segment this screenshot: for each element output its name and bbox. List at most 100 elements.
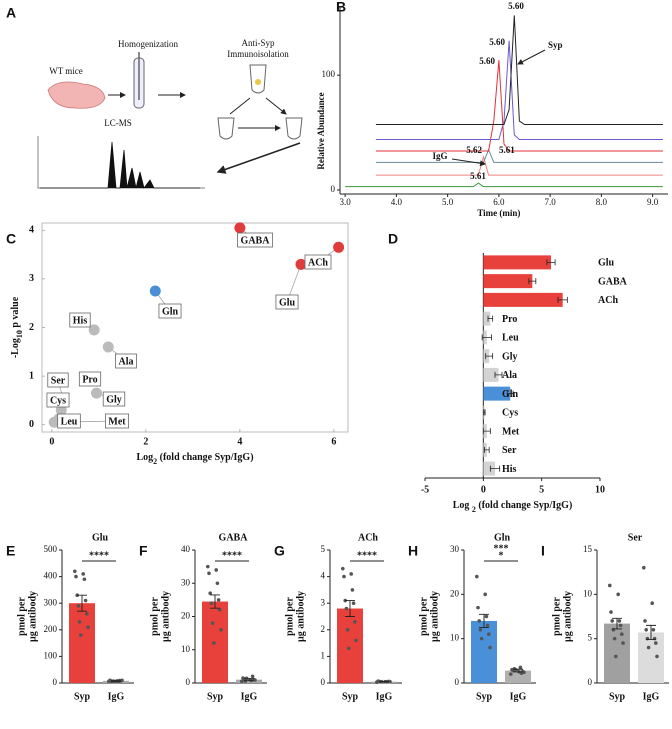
bar [69, 603, 95, 683]
label-part: -Log [10, 338, 21, 358]
data-point [216, 598, 221, 602]
data-point [646, 645, 651, 650]
trace [375, 15, 663, 125]
error-bar [506, 390, 514, 397]
x-tick-label: -5 [421, 484, 429, 495]
data-point [79, 633, 83, 637]
panel-label: I [541, 543, 545, 559]
error-bar [210, 594, 220, 609]
y-axis-label: Relative Abundance [316, 92, 326, 169]
x-tick-label: 10 [595, 484, 605, 495]
label-part: p value [10, 296, 21, 330]
point [48, 416, 60, 428]
data-point [85, 612, 89, 616]
x-tick-label: 6.0 [493, 197, 505, 207]
step-label: Homogenization [118, 39, 178, 49]
category-label: His [502, 464, 517, 475]
y-tick-label: 200 [44, 624, 58, 634]
data-point [614, 654, 618, 659]
data-point [650, 601, 654, 605]
annotation: 5.61 [470, 171, 486, 181]
y-axis-label: pmol per [551, 597, 562, 636]
trace [375, 40, 663, 140]
y-tick-label: 5 [588, 633, 593, 643]
bead-icon [255, 79, 261, 85]
y-tick-label: 10 [181, 644, 191, 654]
panel-label: G [274, 543, 285, 559]
label-part: Log [136, 452, 153, 463]
data-point [608, 583, 612, 588]
category-label: ACh [598, 295, 618, 306]
y-tick-label: 2 [29, 322, 34, 333]
label-part: 2 [153, 457, 157, 466]
category-label: Ser [502, 445, 517, 456]
y-axis-label: µg antibody [562, 591, 573, 642]
y-tick-label: 10 [450, 633, 460, 643]
point-label: ACh [308, 257, 328, 268]
label-part: Log [453, 500, 472, 511]
error-bar [481, 334, 492, 341]
bar [483, 292, 563, 307]
data-point [478, 628, 483, 632]
y-tick-label: 1 [29, 370, 34, 381]
category-label: Leu [502, 333, 519, 344]
y-tick-label: 40 [181, 544, 191, 554]
bar [471, 620, 497, 683]
point-label: Gln [162, 306, 179, 317]
data-point [250, 674, 255, 679]
y-axis-label: pmol per [418, 597, 429, 636]
step-label: Immunoisolation [227, 49, 289, 59]
bar [604, 623, 630, 683]
point [91, 387, 103, 399]
point [149, 285, 161, 297]
y-tick-label: 4 [29, 225, 34, 236]
significance: **** [357, 550, 377, 561]
category-label: Syp [476, 691, 493, 702]
data-point [509, 672, 513, 676]
tube-icon [285, 117, 303, 140]
data-point [210, 621, 215, 625]
data-point [347, 646, 351, 651]
y-tick-label: 0 [29, 419, 34, 430]
error-bar [484, 446, 490, 453]
data-point [483, 592, 488, 597]
data-point [484, 614, 489, 619]
x-tick-label: 2 [143, 436, 148, 447]
significance: **** [89, 550, 109, 561]
bar [236, 679, 262, 683]
panel-label: D [388, 231, 398, 247]
panel-label: B [336, 0, 346, 15]
point-label: Cys [50, 395, 66, 406]
category-label: Syp [342, 691, 359, 702]
data-point [214, 568, 218, 572]
x-tick-label: 4 [237, 436, 242, 447]
point-label: GABA [241, 235, 271, 246]
data-point [344, 606, 349, 611]
y-tick-label: 30 [450, 544, 460, 554]
data-point [73, 569, 77, 574]
panel-title: ACh [358, 532, 378, 543]
data-point [612, 636, 617, 641]
label-box [115, 353, 137, 369]
category-label: Syp [207, 691, 224, 702]
y-tick-label: 1 [321, 650, 326, 660]
category-label: IgG [376, 691, 393, 702]
step-label: WT mice [49, 66, 83, 76]
data-point [208, 591, 212, 596]
y-tick-label: 400 [44, 571, 58, 581]
data-point [207, 571, 211, 576]
label-box [78, 371, 102, 387]
error-bar [479, 613, 489, 629]
x-tick-label: 9.0 [647, 197, 659, 207]
bar [337, 608, 363, 683]
panel-title: Glu [92, 532, 109, 543]
error-bar [646, 624, 656, 641]
y-tick-label: 500 [44, 544, 58, 554]
label-box [69, 312, 91, 328]
annotation: 5.60 [479, 56, 495, 66]
category-label: Ala [502, 370, 517, 381]
y-tick-label: 2 [321, 624, 326, 634]
data-point [253, 678, 257, 682]
label-part: 2 [472, 505, 476, 514]
data-point [350, 588, 355, 592]
